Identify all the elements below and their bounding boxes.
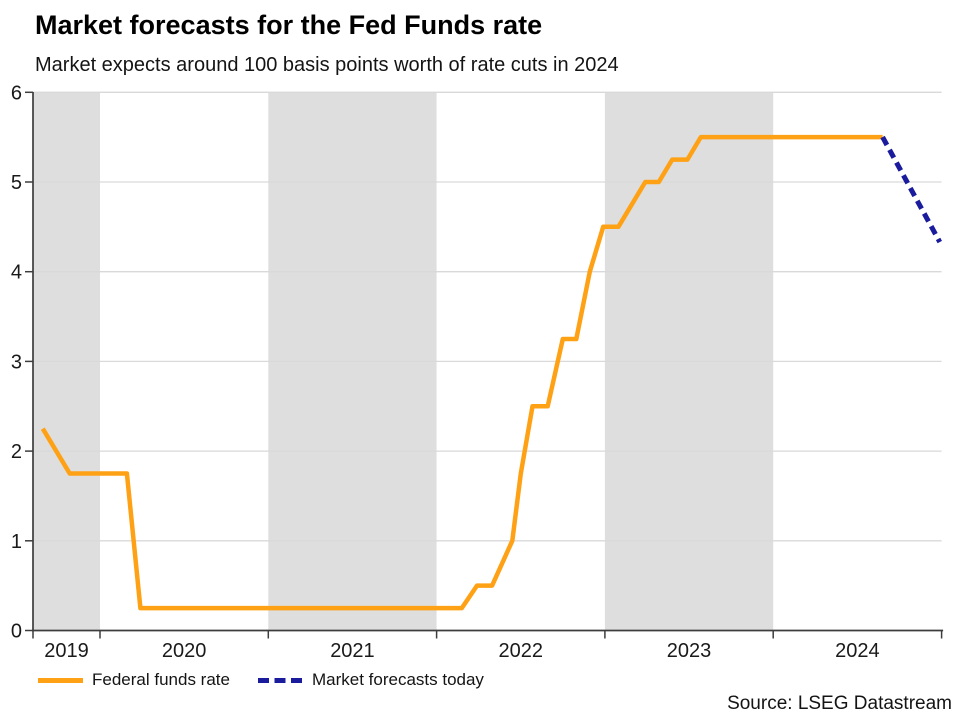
x-axis-label-2023: 2023 (667, 640, 712, 662)
y-axis-label-1: 1 (11, 531, 22, 553)
x-axis-label-2022: 2022 (499, 640, 544, 662)
federal-funds-rate-swatch (38, 677, 83, 683)
x-axis-label-2019: 2019 (44, 640, 89, 662)
chart-subtitle: Market expects around 100 basis points w… (35, 54, 619, 76)
source-attribution: Source: LSEG Datastream (727, 693, 952, 714)
axis-ticks (25, 91, 943, 639)
x-axis-label-2024: 2024 (835, 640, 880, 662)
y-axis-label-2: 2 (11, 441, 22, 463)
gridlines (33, 91, 942, 542)
market-forecasts-line (880, 135, 942, 244)
y-axis-label-3: 3 (11, 351, 22, 373)
legend-label-market-forecasts: Market forecasts today (311, 670, 484, 689)
y-axis-label-6: 6 (11, 82, 22, 104)
axis-labels: 0 1 2 3 4 5 6 2019 2020 2021 2022 2023 2024 (11, 82, 880, 662)
legend-item-federal-funds-rate: Federal funds rate (38, 670, 230, 690)
y-axis-label-5: 5 (11, 172, 22, 194)
market-forecasts-swatch (257, 677, 303, 683)
data-series (40, 134, 942, 611)
legend: Federal funds rate Market forecasts toda… (38, 670, 484, 690)
y-axis-label-4: 4 (11, 262, 22, 284)
chart-title: Market forecasts for the Fed Funds rate (35, 10, 543, 40)
x-axis-label-2021: 2021 (330, 640, 375, 662)
federal-funds-rate-line (40, 134, 883, 611)
y-axis-label-0: 0 (11, 621, 22, 643)
legend-item-market-forecasts: Market forecasts today (257, 670, 484, 690)
x-axis-label-2020: 2020 (162, 640, 207, 662)
legend-label-federal-funds-rate: Federal funds rate (92, 670, 230, 689)
